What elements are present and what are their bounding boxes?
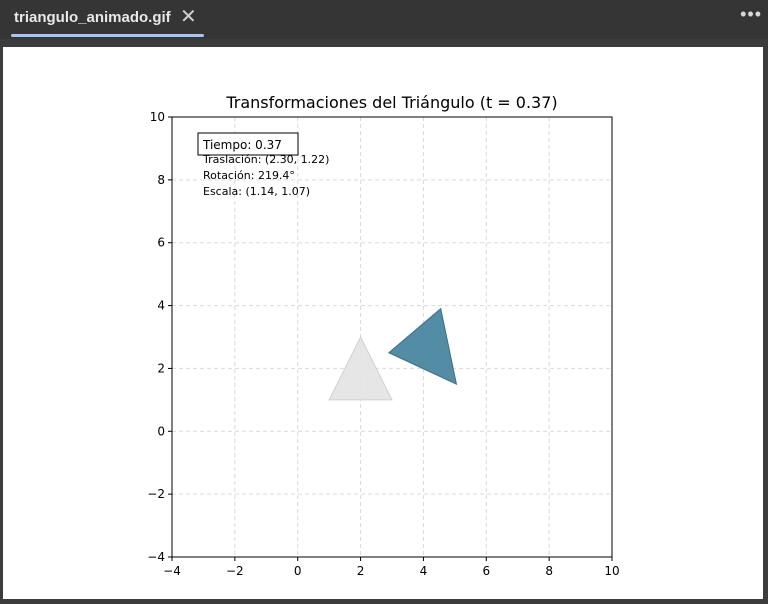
y-tick-label: 2 [157, 361, 165, 375]
tab-bar: triangulo_animado.gif ✕ ••• [0, 0, 768, 39]
annotation-traslacion: Traslación: (2.30, 1.22) [202, 153, 329, 166]
x-tick-label: −2 [226, 564, 244, 578]
image-viewer: Transformaciones del Triángulo (t = 0.37… [3, 47, 763, 599]
tab-title[interactable]: triangulo_animado.gif [14, 9, 171, 26]
x-tick-label: 6 [482, 564, 490, 578]
tab-divider [0, 39, 768, 47]
info-box [197, 132, 299, 156]
active-tab-indicator [11, 34, 204, 37]
y-tick-label: 4 [157, 299, 165, 313]
y-tick-label: −2 [147, 487, 165, 501]
info-box-text: Tiempo: 0.37 [202, 138, 282, 152]
y-tick-label: 6 [157, 236, 165, 250]
original-triangle [328, 335, 393, 401]
chart-title: Transformaciones del Triángulo (t = 0.37… [225, 93, 557, 112]
grid [172, 117, 612, 557]
x-tick-label: 4 [420, 564, 428, 578]
x-tick-label: −4 [163, 564, 181, 578]
close-icon[interactable]: ✕ [180, 6, 197, 28]
transformed-triangle [387, 307, 458, 386]
axes-frame [171, 116, 613, 558]
x-tick-label: 8 [545, 564, 553, 578]
y-tick-label: −4 [147, 550, 165, 564]
annotation-rotacion: Rotación: 219.4° [203, 169, 295, 182]
shapes [328, 307, 458, 401]
more-options-icon[interactable]: ••• [740, 4, 762, 24]
y-tick-label: 10 [150, 110, 165, 124]
tab-triangulo-animado[interactable]: triangulo_animado.gif ✕ [0, 0, 205, 39]
x-tick-label: 0 [294, 564, 302, 578]
y-tick-label: 0 [157, 424, 165, 438]
annotation-escala: Escala: (1.14, 1.07) [203, 185, 310, 198]
chart: Transformaciones del Triángulo (t = 0.37… [147, 93, 619, 578]
ticks: −4 −2 0 2 4 6 8 10 −4 −2 0 2 4 6 8 10 [147, 110, 619, 578]
x-tick-label: 2 [357, 564, 365, 578]
x-tick-label: 10 [604, 564, 619, 578]
y-tick-label: 8 [157, 173, 165, 187]
